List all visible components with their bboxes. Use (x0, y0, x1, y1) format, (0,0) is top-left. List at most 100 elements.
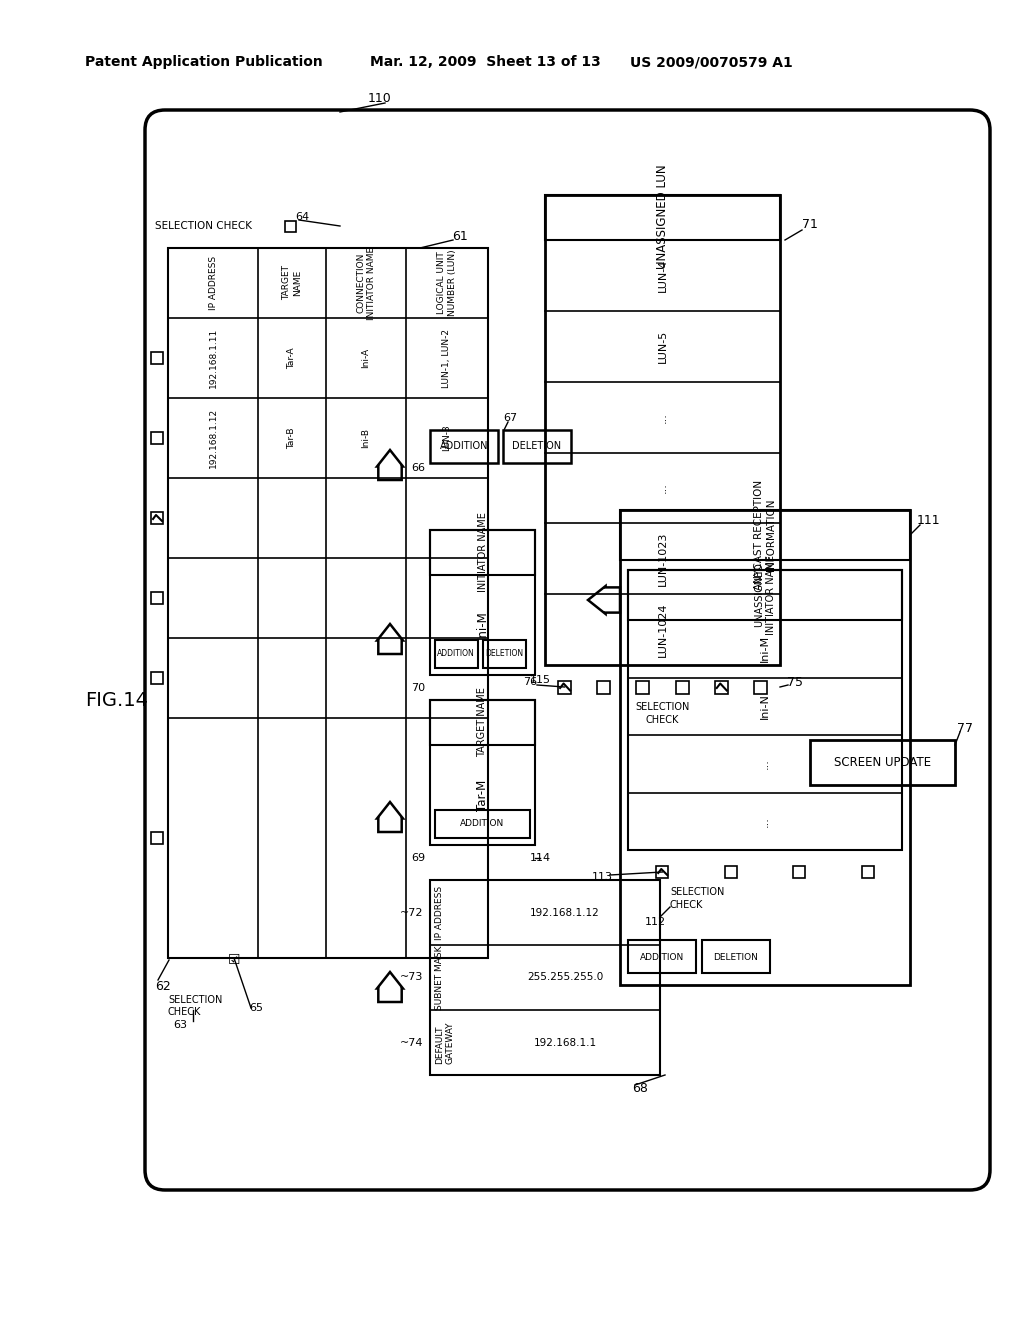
Bar (628, 570, 902, 620)
Bar (628, 570, 902, 850)
Text: FIG.14: FIG.14 (85, 690, 148, 710)
Text: LUN-3: LUN-3 (442, 425, 452, 451)
Bar (430, 531, 535, 576)
Bar (151, 432, 163, 444)
Text: ADDITION: ADDITION (439, 441, 488, 451)
Text: Mar. 12, 2009  Sheet 13 of 13: Mar. 12, 2009 Sheet 13 of 13 (370, 55, 601, 69)
Bar (430, 531, 535, 675)
Bar (168, 248, 488, 958)
Text: 64: 64 (295, 213, 309, 222)
Bar (545, 195, 780, 240)
Text: Ini-M: Ini-M (760, 635, 770, 663)
Text: 63: 63 (173, 1020, 187, 1030)
Text: SELECTION: SELECTION (168, 995, 222, 1005)
Text: ...: ... (760, 816, 770, 826)
Text: ~73: ~73 (400, 973, 424, 982)
Bar (715, 681, 728, 693)
Text: LUN-1023: LUN-1023 (657, 532, 668, 586)
Bar (430, 880, 660, 1074)
Bar (702, 940, 770, 973)
Text: LUN-5: LUN-5 (657, 330, 668, 363)
Text: ...: ... (657, 483, 668, 494)
Text: Patent Application Publication: Patent Application Publication (85, 55, 323, 69)
Text: ADDITION: ADDITION (437, 649, 475, 659)
Text: TARGET
NAME: TARGET NAME (283, 265, 302, 301)
Bar (794, 866, 805, 878)
Bar (435, 640, 478, 668)
Text: DELETION: DELETION (512, 441, 561, 451)
Text: Ini-B: Ini-B (361, 428, 371, 447)
Text: 68: 68 (632, 1081, 648, 1094)
Text: SELECTION CHECK: SELECTION CHECK (155, 220, 252, 231)
Text: Ini-M: Ini-M (476, 611, 489, 639)
Text: CHECK: CHECK (168, 1007, 202, 1016)
Bar (656, 866, 669, 878)
Text: SUBNET MASK: SUBNET MASK (435, 945, 444, 1010)
Text: CHECK: CHECK (670, 900, 703, 909)
Bar (620, 510, 910, 985)
Text: 75: 75 (787, 676, 803, 689)
Bar (151, 591, 163, 605)
Bar (151, 512, 163, 524)
Text: 111: 111 (916, 513, 940, 527)
Bar (151, 672, 163, 684)
Text: DEFAULT
GATEWAY: DEFAULT GATEWAY (435, 1022, 455, 1064)
Text: 114: 114 (529, 853, 551, 863)
Text: ☑: ☑ (227, 953, 241, 968)
Bar (628, 940, 696, 973)
Bar (435, 810, 530, 838)
Text: 70: 70 (411, 682, 425, 693)
Bar (430, 430, 498, 463)
Text: 61: 61 (453, 231, 468, 243)
Text: LUN-1024: LUN-1024 (657, 602, 668, 657)
Text: ANYCAST RECEPTION
INFORMATION: ANYCAST RECEPTION INFORMATION (755, 480, 776, 590)
Text: LUN-4: LUN-4 (657, 259, 668, 292)
Text: ~74: ~74 (400, 1038, 424, 1048)
Bar (754, 681, 767, 693)
Text: Tar-M: Tar-M (476, 779, 489, 810)
Text: SCREEN UPDATE: SCREEN UPDATE (834, 756, 931, 770)
Text: ...: ... (760, 758, 770, 770)
Text: UNASSIGNED
INITIATOR NAME: UNASSIGNED INITIATOR NAME (755, 556, 776, 635)
Text: DELETION: DELETION (485, 649, 523, 659)
Text: 65: 65 (249, 1003, 263, 1012)
Bar (597, 681, 610, 693)
Text: 192.168.1.11: 192.168.1.11 (209, 327, 217, 388)
Text: 71: 71 (802, 219, 818, 231)
Bar (676, 681, 688, 693)
Text: IP ADDRESS: IP ADDRESS (435, 886, 444, 940)
Text: 255.255.255.0: 255.255.255.0 (527, 973, 603, 982)
Text: 77: 77 (957, 722, 973, 734)
Text: DELETION: DELETION (714, 953, 759, 961)
Bar (637, 681, 649, 693)
Bar (430, 700, 535, 744)
Text: Tar-B: Tar-B (288, 428, 297, 449)
Text: CONNECTION
INITIATOR NAME: CONNECTION INITIATOR NAME (356, 247, 376, 319)
Bar (725, 866, 736, 878)
Text: CHECK: CHECK (646, 715, 679, 725)
Text: Ini-N: Ini-N (760, 693, 770, 719)
Bar (151, 832, 163, 843)
Text: IP ADDRESS: IP ADDRESS (209, 256, 217, 310)
Text: 110: 110 (368, 91, 392, 104)
Text: 66: 66 (411, 463, 425, 473)
Text: SELECTION: SELECTION (635, 702, 690, 711)
Text: LUN-1, LUN-2: LUN-1, LUN-2 (442, 329, 452, 388)
Text: TARGET NAME: TARGET NAME (477, 688, 487, 756)
Text: INITIATOR NAME: INITIATOR NAME (477, 512, 487, 591)
Text: 113: 113 (592, 873, 612, 882)
Bar (503, 430, 571, 463)
Text: 112: 112 (644, 917, 666, 927)
Text: 69: 69 (411, 853, 425, 863)
Bar (620, 510, 910, 560)
Bar (810, 741, 955, 785)
Bar (545, 195, 780, 665)
Text: Ini-A: Ini-A (361, 348, 371, 368)
Text: SELECTION: SELECTION (670, 887, 724, 898)
Text: ~72: ~72 (400, 908, 424, 917)
Bar (862, 866, 873, 878)
Bar (285, 220, 296, 231)
Text: 76: 76 (523, 677, 537, 686)
Text: 67: 67 (503, 413, 517, 422)
Text: ...: ... (657, 412, 668, 422)
